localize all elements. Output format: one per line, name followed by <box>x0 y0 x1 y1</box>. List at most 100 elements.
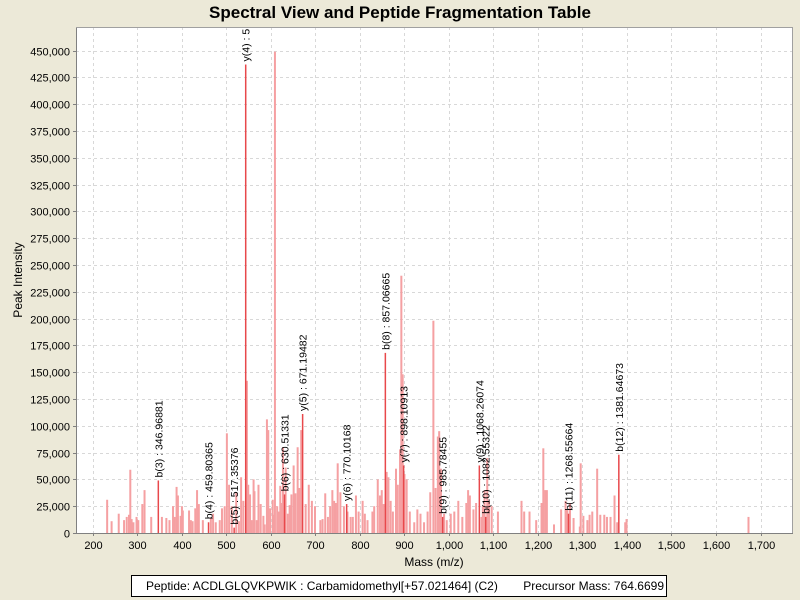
peak <box>540 502 543 533</box>
peak <box>399 449 402 533</box>
x-tick-label: 300 <box>128 540 146 552</box>
peak <box>569 502 572 533</box>
peak <box>263 524 266 533</box>
y-tick-label: 300,000 <box>30 207 70 219</box>
peak <box>572 517 575 533</box>
peak <box>423 522 426 533</box>
x-tick-label: 1,100 <box>480 540 508 552</box>
peak-annotation-label: y(7) : 898.10913 <box>399 386 411 463</box>
peak <box>434 487 437 533</box>
peak <box>579 463 582 533</box>
peak <box>279 485 282 533</box>
x-tick-label: 1,700 <box>748 540 776 552</box>
peak <box>230 506 233 533</box>
peak <box>361 500 364 533</box>
peak <box>197 504 200 533</box>
annotated-peak <box>618 454 620 533</box>
annotated-peak <box>345 504 348 533</box>
peak <box>457 500 460 533</box>
peak <box>564 500 567 533</box>
y-tick-label: 50,000 <box>36 475 70 487</box>
x-tick-label: 1,500 <box>658 540 686 552</box>
peak <box>292 465 295 533</box>
annotated-peak <box>384 352 387 533</box>
peak <box>160 516 163 533</box>
peak <box>242 500 245 533</box>
peak <box>319 520 322 533</box>
peak <box>599 514 602 533</box>
peak <box>214 522 217 533</box>
peak <box>310 500 313 533</box>
peak <box>286 513 289 533</box>
peak <box>480 516 483 533</box>
peak <box>290 494 293 533</box>
peak <box>262 515 265 533</box>
peak <box>396 484 399 533</box>
peak <box>168 520 171 533</box>
peak <box>223 506 226 533</box>
annotated-peak <box>301 414 304 533</box>
x-tick-label: 800 <box>351 540 369 552</box>
x-tick-label: 700 <box>306 540 324 552</box>
x-tick-label: 1,000 <box>436 540 464 552</box>
peak <box>401 374 404 533</box>
peak <box>250 520 253 533</box>
peak-annotation-label: y(6) : 770.10168 <box>342 424 354 501</box>
peak <box>468 495 471 533</box>
peak-annotation-label: y(5) : 671.19482 <box>298 334 310 411</box>
peak <box>354 495 357 533</box>
y-tick-label: 225,000 <box>30 288 70 300</box>
peptide-label: Peptide: ACDLGLQVKPWIK : Carbamidomethyl… <box>146 579 498 593</box>
y-tick-label: 250,000 <box>30 261 70 273</box>
peak <box>436 436 439 533</box>
peak <box>496 511 499 533</box>
peak <box>605 516 608 533</box>
peak <box>271 499 274 533</box>
peak <box>173 516 176 533</box>
peak <box>336 463 339 533</box>
peak <box>265 419 268 533</box>
peak <box>616 522 619 533</box>
peak <box>194 508 197 533</box>
peak <box>523 511 526 533</box>
annotated-peak <box>283 494 286 533</box>
peak <box>307 484 310 533</box>
annotated-peak <box>244 64 247 534</box>
peak <box>191 521 194 533</box>
peak <box>135 516 138 533</box>
peak <box>560 509 563 533</box>
peak <box>586 520 589 533</box>
peak <box>465 502 468 533</box>
x-tick-label: 500 <box>217 540 235 552</box>
peak <box>419 513 422 533</box>
peak <box>378 495 381 533</box>
x-tick-label: 400 <box>173 540 191 552</box>
peak <box>385 471 388 533</box>
peak-annotation-label: b(4) : 459.80365 <box>204 442 216 519</box>
peak <box>331 490 334 533</box>
y-ticks: 0 25,000 50,000 75,000 100,000 125,000 150,000… <box>30 47 76 541</box>
y-tick-label: 375,000 <box>30 127 70 139</box>
peak <box>382 504 385 533</box>
peak <box>545 490 548 533</box>
peak <box>273 51 276 534</box>
peak <box>150 516 153 533</box>
peak <box>432 320 435 533</box>
peak <box>443 513 446 533</box>
peak <box>129 469 132 533</box>
peak <box>488 500 491 533</box>
peak <box>588 514 591 533</box>
peak <box>220 508 223 533</box>
annotated-peak <box>567 513 570 533</box>
peak <box>334 502 337 533</box>
peak <box>269 508 272 533</box>
peak <box>326 516 329 533</box>
peak <box>245 380 248 533</box>
peak <box>528 511 531 533</box>
peak <box>280 502 283 533</box>
peak <box>181 510 184 533</box>
peak <box>284 467 287 533</box>
y-tick-label: 275,000 <box>30 234 70 246</box>
peak <box>483 490 486 533</box>
